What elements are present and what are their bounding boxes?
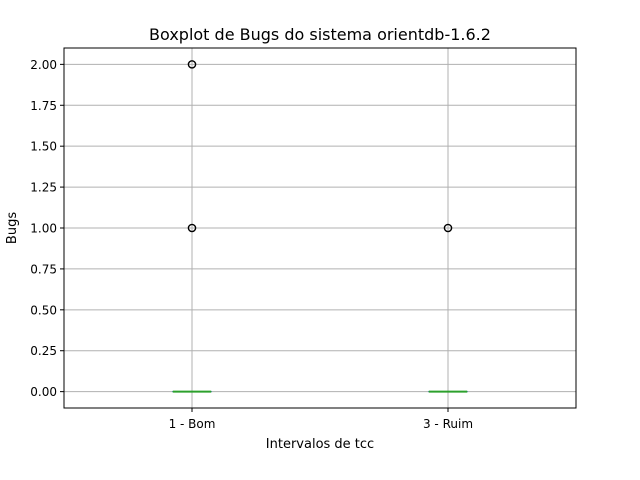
grid-lines bbox=[64, 48, 576, 408]
y-tick-label: 0.00 bbox=[30, 385, 57, 399]
box-group bbox=[428, 223, 468, 393]
y-tick-label: 0.75 bbox=[30, 262, 57, 276]
x-axis-ticks: 1 - Bom 3 - Ruim bbox=[169, 408, 473, 431]
y-axis-ticks: 0.00 0.25 0.50 0.75 1.00 1.25 1.50 1.75 2.00 bbox=[30, 58, 64, 399]
x-axis-label: Intervalos de tcc bbox=[266, 437, 374, 452]
y-tick-label: 1.25 bbox=[30, 181, 57, 195]
x-tick-label: 1 - Bom bbox=[169, 417, 216, 431]
chart-title: Boxplot de Bugs do sistema orientdb-1.6.… bbox=[149, 25, 491, 44]
outlier-point bbox=[443, 223, 453, 233]
outlier-point bbox=[187, 60, 197, 69]
y-axis-label: Bugs bbox=[5, 212, 20, 244]
y-tick-label: 0.25 bbox=[30, 344, 57, 358]
y-tick-label: 1.50 bbox=[30, 140, 57, 154]
y-tick-label: 0.50 bbox=[30, 303, 57, 317]
y-tick-label: 1.00 bbox=[30, 222, 57, 236]
x-tick-label: 3 - Ruim bbox=[423, 417, 473, 431]
box-group bbox=[172, 60, 212, 393]
y-tick-label: 2.00 bbox=[30, 58, 57, 72]
box-series bbox=[172, 60, 468, 393]
y-tick-label: 1.75 bbox=[30, 99, 57, 113]
outlier-point bbox=[187, 223, 197, 233]
